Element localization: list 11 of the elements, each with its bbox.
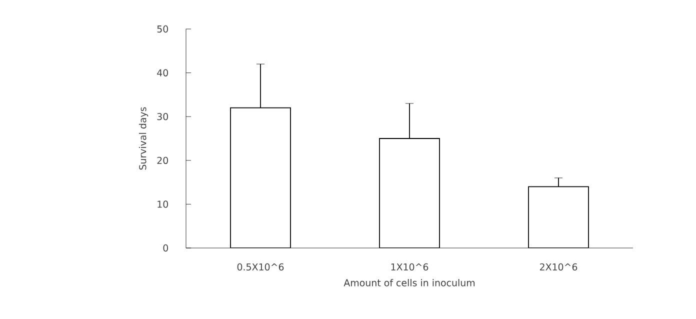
y-tick-label: 10 <box>158 200 168 208</box>
y-tick-label: 30 <box>157 113 168 120</box>
x-axis-title: Amount of cells in inoculum <box>344 279 475 286</box>
x-tick-label: 0.5X10^6 <box>237 263 284 271</box>
y-tick-label: 50 <box>157 25 168 33</box>
x-tick-label: 1X10^6 <box>391 263 428 271</box>
y-tick-label: 0 <box>163 244 168 252</box>
y-tick-label: 40 <box>157 69 168 76</box>
y-tick-label: 20 <box>157 156 168 164</box>
x-tick-label: 2X10^6 <box>540 263 578 271</box>
y-axis-title: Survival days <box>138 107 148 170</box>
